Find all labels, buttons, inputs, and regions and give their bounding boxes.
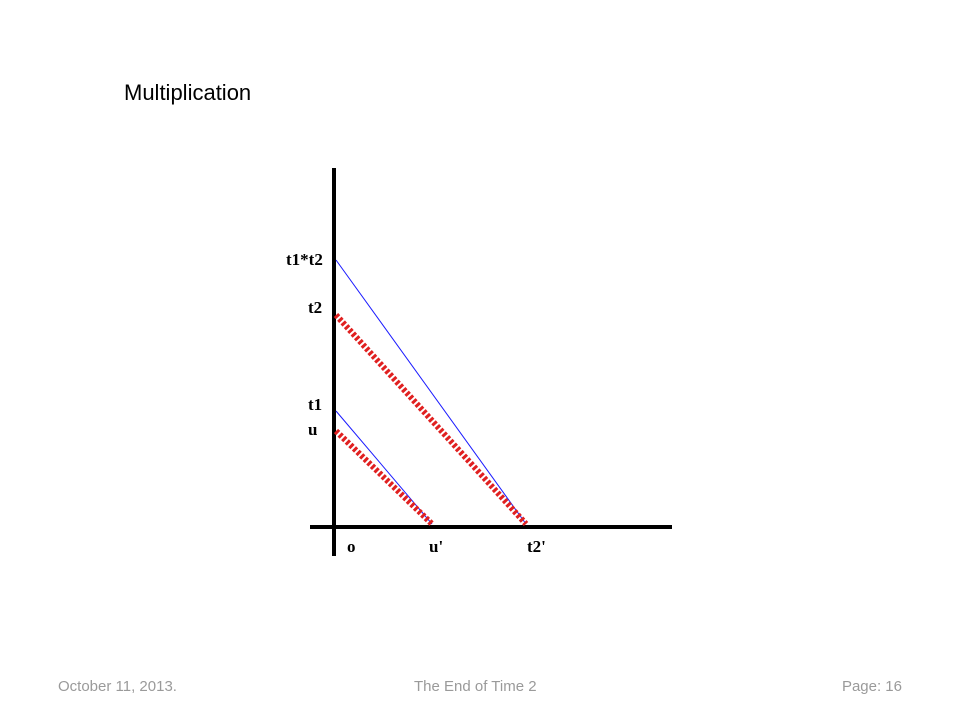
line-u-to-uprime (333, 428, 435, 527)
label-u-prime: u' (429, 537, 443, 556)
footer-date: October 11, 2013. (58, 678, 177, 695)
line-t1-to-uprime (335, 410, 433, 525)
footer-page-number: Page: 16 (841, 678, 902, 695)
line-product-to-t2prime (335, 259, 527, 525)
footer-title: The End of Time 2 (414, 678, 537, 695)
slide-title: Multiplication (124, 80, 252, 105)
label-u: u (308, 420, 317, 439)
label-t2-prime: t2' (527, 537, 546, 556)
line-t2-to-t2prime (333, 312, 529, 527)
label-t1-times-t2: t1*t2 (286, 250, 323, 269)
label-origin: o (347, 537, 356, 556)
label-t1: t1 (308, 395, 322, 414)
label-t2: t2 (308, 298, 322, 317)
